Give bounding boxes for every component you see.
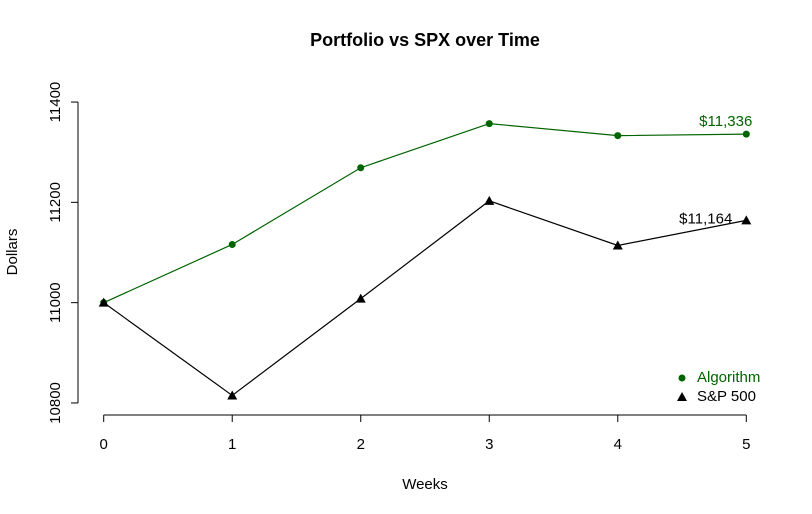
value-label: $11,336 xyxy=(699,113,752,130)
point xyxy=(357,164,365,172)
point xyxy=(98,297,109,307)
value-label: $11,164 xyxy=(679,210,732,227)
y-tick-label: 11200 xyxy=(47,182,64,223)
point xyxy=(228,240,236,248)
y-tick-label: 11400 xyxy=(47,82,64,123)
y-tick-label: 10800 xyxy=(47,382,64,424)
point xyxy=(355,293,366,303)
x-tick-label: 1 xyxy=(228,436,236,453)
x-tick-label: 5 xyxy=(742,436,750,453)
legend-label: Algorithm xyxy=(697,369,760,386)
point xyxy=(742,130,750,138)
point xyxy=(612,240,623,250)
point xyxy=(741,215,752,225)
point xyxy=(484,195,495,205)
legend-marker xyxy=(677,392,687,401)
y-tick-label: 11000 xyxy=(47,282,64,323)
x-tick-label: 0 xyxy=(100,436,108,453)
point xyxy=(614,132,622,140)
point xyxy=(485,120,493,128)
x-axis-label: Weeks xyxy=(402,476,448,493)
series-line xyxy=(103,122,747,304)
y-axis-label: Dollars xyxy=(4,229,21,276)
legend-marker xyxy=(678,374,686,382)
chart-title: Portfolio vs SPX over Time xyxy=(310,30,540,50)
x-tick-label: 2 xyxy=(357,436,365,453)
point xyxy=(227,390,238,400)
legend-label: S&P 500 xyxy=(697,388,756,405)
series-line xyxy=(103,200,747,397)
x-tick-label: 4 xyxy=(614,436,622,453)
x-tick-label: 3 xyxy=(485,436,493,453)
